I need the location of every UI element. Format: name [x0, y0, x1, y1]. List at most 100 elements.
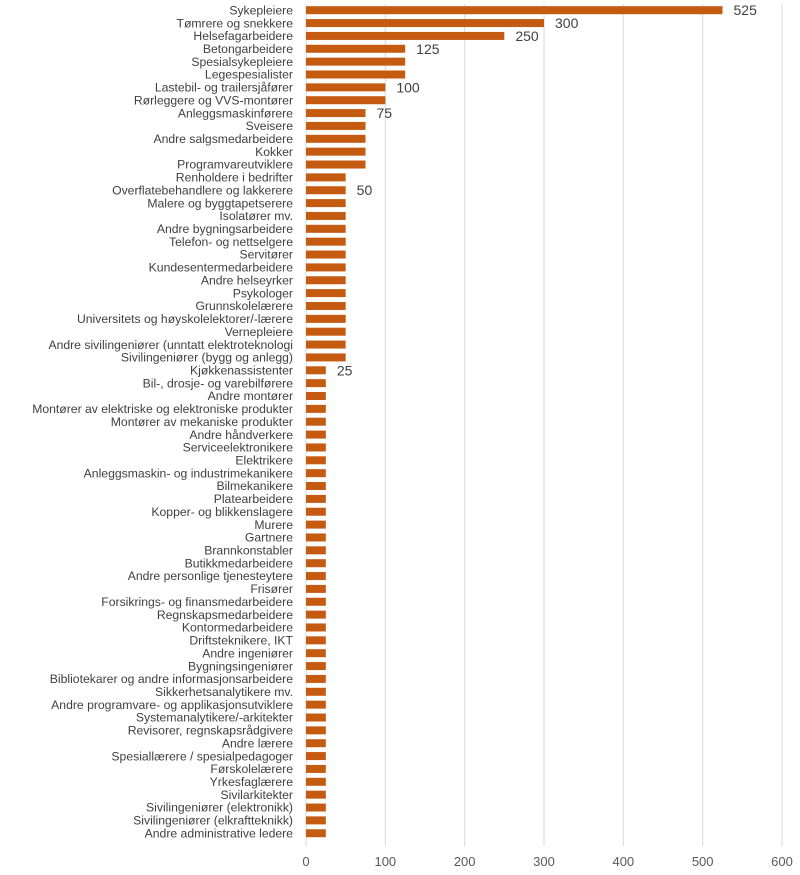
bar	[306, 482, 326, 491]
bar	[306, 610, 326, 619]
category-label: Kjøkkenassistenter	[190, 363, 293, 377]
category-label: Førskolelærere	[210, 762, 293, 776]
bar	[306, 353, 346, 362]
bar	[306, 752, 326, 761]
category-label: Yrkesfaglærere	[210, 775, 294, 789]
bar	[306, 443, 326, 452]
bar	[306, 186, 346, 195]
category-label: Universitets og høyskolelektorer/-lærere	[77, 312, 293, 326]
category-label: Telefon- og nettselgere	[169, 235, 293, 249]
bar	[306, 520, 326, 529]
category-label: Andre montører	[208, 389, 293, 403]
category-label: Sivilingeniører (bygg og anlegg)	[121, 351, 293, 365]
bars	[306, 6, 723, 838]
bar	[306, 494, 326, 503]
category-label: Servitører	[240, 248, 294, 262]
bar	[306, 636, 326, 645]
category-label: Andre håndverkere	[189, 428, 293, 442]
x-tick-label: 300	[533, 854, 555, 869]
category-label: Bil-, drosje- og varebilførere	[143, 376, 294, 390]
category-label: Andre sivilingeniører (unntatt elektrote…	[48, 338, 293, 352]
x-tick-label: 100	[374, 854, 396, 869]
bar	[306, 687, 326, 696]
category-label: Grunnskolelærere	[195, 299, 293, 313]
category-label: Programvareutviklere	[177, 158, 293, 172]
bar	[306, 829, 326, 838]
data-label: 525	[734, 2, 758, 18]
category-label: Forsikrings- og finansmedarbeidere	[101, 595, 293, 609]
category-label: Kopper- og blikkenslagere	[151, 505, 293, 519]
data-label: 100	[396, 79, 420, 95]
category-label: Sikkerhetsanalytikere mv.	[155, 685, 293, 699]
category-label: Andre programvare- og applikasjonsutvikl…	[51, 698, 293, 712]
bar	[306, 700, 326, 709]
x-axis-ticks: 0 100 200 300 400 500 600	[302, 854, 792, 869]
bar	[306, 314, 346, 323]
category-label: Kontormedarbeidere	[182, 621, 293, 635]
bar	[306, 649, 326, 658]
data-label: 125	[416, 41, 440, 57]
bar	[306, 199, 346, 208]
data-label: 300	[555, 15, 579, 31]
category-label: Psykologer	[233, 286, 293, 300]
category-label: Andre ingeniører	[202, 646, 293, 660]
gridlines	[305, 4, 783, 846]
bar	[306, 121, 366, 130]
bar	[306, 379, 326, 388]
bar	[306, 289, 346, 298]
category-label: Elektrikere	[235, 454, 293, 468]
category-label: Brannkonstabler	[204, 544, 293, 558]
bar	[306, 417, 326, 426]
category-label: Vernepleiere	[225, 325, 294, 339]
bar	[306, 469, 326, 478]
bar	[306, 147, 366, 156]
category-label: Legespesialister	[205, 68, 293, 82]
category-label: Montører av elektriske og elektroniske p…	[32, 402, 293, 416]
category-label: Kokker	[255, 145, 293, 159]
bar	[306, 340, 346, 349]
category-label: Andre helseyrker	[201, 273, 293, 287]
category-label: Spesialsykepleiere	[191, 55, 293, 69]
category-label: Spesiallærere / spesialpedagoger	[111, 749, 293, 763]
category-label: Sivilarkitekter	[221, 788, 293, 802]
bar	[306, 674, 326, 683]
bar	[306, 366, 326, 375]
category-label: Montører av mekaniske produkter	[111, 415, 293, 429]
data-label: 25	[337, 362, 353, 378]
bar	[306, 726, 326, 735]
category-label: Driftsteknikere, IKT	[189, 634, 293, 648]
category-label: Betongarbeidere	[203, 42, 293, 56]
x-tick-label: 500	[692, 854, 714, 869]
bar	[306, 44, 406, 53]
bar	[306, 623, 326, 632]
category-label: Andre lærere	[222, 736, 293, 750]
bar	[306, 546, 326, 555]
bar	[306, 276, 346, 285]
category-label: Sivilingeniører (elkraftteknikk)	[133, 814, 293, 828]
bar	[306, 19, 544, 28]
category-label: Serviceelektronikere	[183, 441, 294, 455]
bar	[306, 572, 326, 581]
bar	[306, 507, 326, 516]
bar	[306, 96, 386, 105]
category-label: Bilmekanikere	[216, 479, 293, 493]
bar	[306, 739, 326, 748]
category-label: Andre personlige tjenesteytere	[128, 569, 294, 583]
bar	[306, 173, 346, 182]
x-tick-label: 400	[612, 854, 634, 869]
bar	[306, 224, 346, 233]
bar	[306, 134, 366, 143]
category-label: Lastebil- og trailersjåfører	[155, 81, 293, 95]
category-label: Platearbeidere	[214, 492, 293, 506]
category-label: Malere og byggtapetserere	[147, 196, 293, 210]
bar	[306, 533, 326, 542]
data-label: 75	[377, 105, 393, 121]
data-label: 50	[357, 182, 373, 198]
bar	[306, 764, 326, 773]
category-label: Anleggsmaskinførere	[178, 106, 293, 120]
bar	[306, 250, 346, 259]
bar	[306, 713, 326, 722]
bar	[306, 777, 326, 786]
